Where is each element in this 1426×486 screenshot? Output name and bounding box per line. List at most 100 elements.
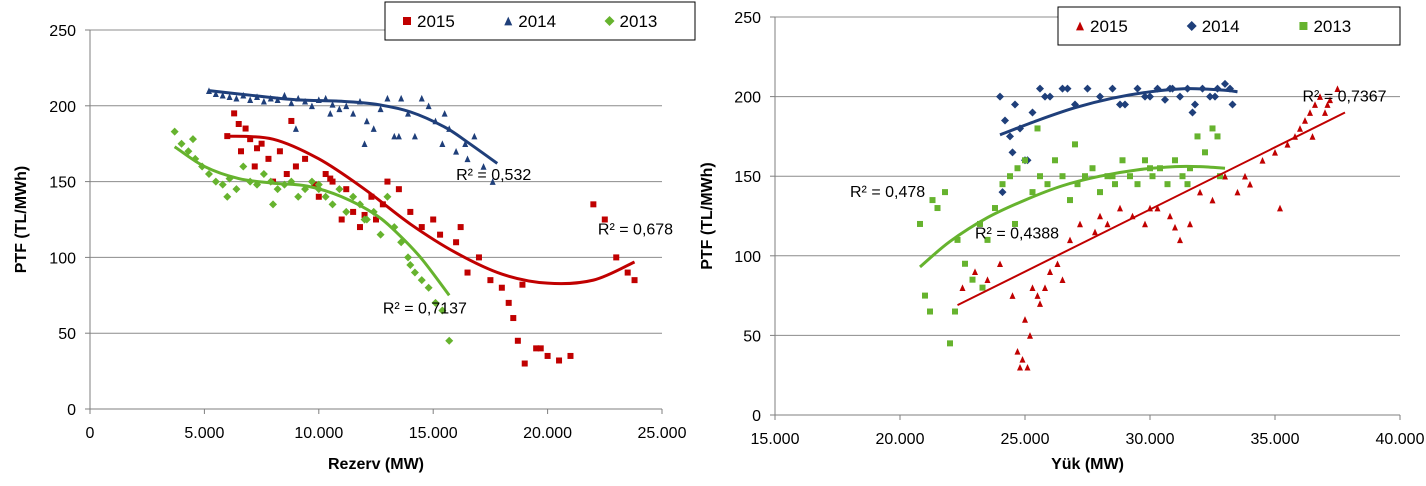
r2-annotation: R² = 0,478 [850, 184, 925, 201]
data-point-2013 [328, 200, 337, 209]
data-point-2013 [211, 177, 220, 186]
data-point-2013 [1074, 181, 1081, 188]
data-point-2015 [1322, 109, 1328, 116]
data-point-2014 [384, 94, 391, 102]
data-point-2015 [1297, 125, 1303, 132]
data-point-2013 [1022, 157, 1028, 164]
y-tick-label: 200 [49, 99, 76, 116]
data-point-2014 [219, 91, 226, 99]
data-point-2014 [1008, 148, 1017, 157]
data-point-2013 [321, 192, 330, 201]
trendline-2013 [919, 164, 1226, 269]
data-point-2013 [917, 220, 923, 227]
data-point-2013 [929, 197, 936, 204]
data-point-2014 [1191, 100, 1199, 109]
data-point-2013 [223, 192, 232, 201]
legend-marker-2013 [604, 16, 615, 26]
data-point-2014 [1006, 132, 1014, 141]
data-point-2014 [1063, 84, 1072, 93]
data-point-2013 [922, 292, 928, 299]
data-point-2014 [212, 90, 219, 97]
data-point-2015 [590, 201, 597, 208]
data-point-2014 [329, 100, 336, 108]
data-point-2015 [265, 155, 272, 162]
data-point-2014 [1206, 92, 1214, 101]
r2-annotation: R² = 0,7137 [383, 300, 467, 317]
data-point-2015 [368, 193, 375, 200]
data-point-2014 [1046, 92, 1054, 101]
data-point-2015 [1027, 332, 1033, 339]
y-tick-label: 100 [49, 250, 76, 267]
data-point-2013 [1179, 173, 1186, 180]
data-point-2015 [1024, 363, 1031, 371]
data-point-2013 [927, 308, 933, 315]
series-2014 [996, 79, 1237, 197]
data-point-2014 [247, 96, 254, 104]
x-tick-label: 20.000 [876, 431, 925, 448]
data-point-2015 [1242, 172, 1248, 180]
data-point-2015 [343, 186, 350, 193]
data-point-2015 [251, 163, 258, 170]
y-tick-label: 0 [67, 402, 76, 419]
data-point-2013 [1014, 165, 1021, 172]
legend-marker-2015 [1076, 21, 1084, 31]
data-point-2013 [1149, 173, 1156, 180]
data-point-2013 [1097, 189, 1103, 196]
data-point-2015 [475, 254, 482, 261]
data-point-2013 [1072, 141, 1078, 148]
chart-2: 0 50 100 150 200 250 15.000 20.000 25.000 30.000 3… [699, 6, 1425, 473]
data-point-2013 [984, 236, 991, 243]
data-point-2014 [350, 110, 357, 117]
data-point-2013 [977, 220, 983, 227]
data-point-2015 [1312, 101, 1318, 108]
trendline-2014 [208, 89, 499, 165]
legend-label-2014: 2014 [518, 12, 556, 31]
legend-label-2013: 2013 [1313, 17, 1351, 36]
data-point-2013 [376, 230, 385, 239]
data-point-2013 [1214, 133, 1221, 140]
data-point-2015 [1324, 101, 1331, 108]
data-point-2015 [1284, 141, 1291, 148]
y-axis-title: PTF (TL/MWh) [699, 162, 716, 270]
data-point-2015 [457, 224, 464, 231]
data-point-2013 [335, 185, 344, 194]
x-tick-label: 15.000 [751, 431, 800, 448]
data-point-2015 [521, 360, 528, 367]
data-point-2015 [567, 352, 574, 359]
y-tick-label: 250 [734, 10, 761, 27]
data-point-2015 [1034, 292, 1041, 299]
data-point-2015 [1067, 236, 1073, 244]
data-point-2014 [996, 92, 1004, 101]
data-point-2013 [383, 192, 392, 201]
legend-box [1057, 6, 1401, 46]
data-point-2014 [489, 178, 496, 185]
data-point-2014 [1011, 100, 1019, 109]
data-point-2013 [992, 205, 998, 212]
data-point-2014 [1096, 92, 1104, 101]
data-point-2014 [1211, 92, 1219, 101]
data-point-2013 [1067, 197, 1073, 204]
data-point-2015 [1234, 188, 1241, 196]
data-point-2015 [1042, 284, 1048, 291]
data-point-2015 [514, 337, 521, 344]
data-point-2014 [1133, 84, 1142, 93]
data-point-2013 [294, 192, 303, 201]
data-point-2013 [170, 127, 179, 136]
data-point-2015 [487, 277, 494, 284]
series-2013 [917, 125, 1223, 347]
data-point-2013 [342, 207, 351, 216]
trendline-2015 [227, 134, 636, 286]
data-point-2014 [391, 132, 398, 140]
data-point-2015 [1097, 212, 1103, 220]
data-point-2013 [1082, 173, 1088, 180]
data-point-2014 [274, 96, 281, 104]
data-point-2013 [1134, 181, 1141, 188]
data-point-2013 [1089, 165, 1096, 172]
data-point-2015 [373, 216, 379, 223]
x-tick-label: 40.000 [1376, 431, 1425, 448]
x-tick-label: 0 [86, 425, 95, 442]
data-point-2013 [1142, 157, 1148, 164]
data-point-2015 [329, 178, 336, 185]
x-tick-label: 25.000 [638, 425, 687, 442]
